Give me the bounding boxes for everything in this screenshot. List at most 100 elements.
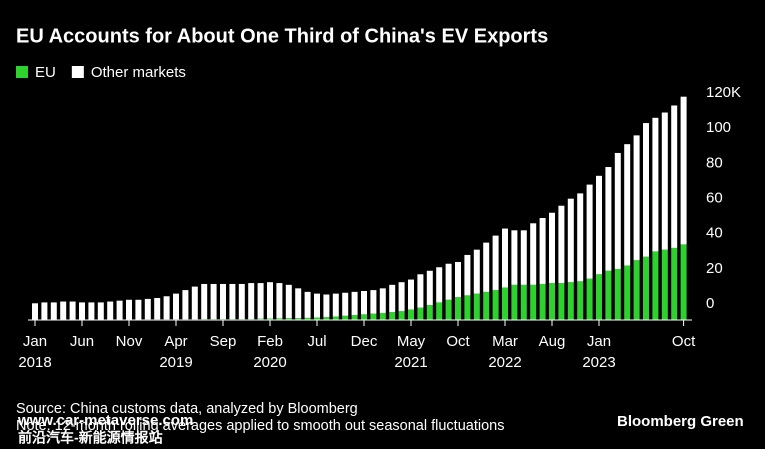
legend-swatch: [71, 66, 84, 78]
bar-segment: [633, 260, 640, 320]
bar-segment: [88, 302, 95, 320]
x-tick-label: May 2021: [394, 333, 427, 371]
bar-segment: [473, 293, 480, 320]
bar-segment: [379, 288, 386, 313]
bar-segment: [511, 284, 518, 320]
y-tick-label: 20: [706, 260, 723, 277]
bar-segment: [257, 283, 264, 319]
bar-segment: [370, 313, 377, 320]
bar-segment: [408, 279, 414, 310]
bar-segment: [191, 286, 198, 320]
bar-segment: [549, 212, 555, 284]
bar-segment: [483, 242, 490, 292]
bar-segment: [163, 296, 170, 320]
bar-segment: [567, 198, 574, 283]
brand: Bloomberg Green: [617, 413, 744, 430]
chart-title: EU Accounts for About One Third of China…: [16, 25, 548, 47]
bar-segment: [351, 291, 358, 316]
bar-segment: [60, 301, 67, 320]
x-tick-label: Dec: [351, 333, 378, 350]
bar-segment: [624, 265, 631, 320]
bar-segment: [577, 281, 584, 320]
bar-segment: [539, 283, 546, 320]
bar-segment: [586, 184, 593, 279]
bar-segment: [624, 144, 631, 266]
bar-segment: [116, 300, 123, 320]
bar-segment: [182, 290, 189, 320]
legend-swatch: [16, 66, 28, 78]
x-tick-label: Mar 2022: [488, 333, 521, 371]
x-tick-label: Feb 2020: [253, 333, 286, 371]
bar-segment: [69, 301, 76, 320]
bar-segment: [445, 299, 452, 320]
bar-segment: [285, 318, 292, 320]
bar-segment: [661, 112, 668, 250]
bar-segment: [314, 293, 320, 318]
x-tick-label: Oct: [672, 333, 696, 350]
bar-segment: [398, 282, 405, 312]
bar-segment: [661, 249, 668, 320]
bar-segment: [79, 302, 85, 320]
bar-segment: [361, 314, 367, 320]
bar-segment: [173, 293, 179, 320]
source: Source: China customs data, analyzed by …: [16, 401, 358, 417]
bar-segment: [567, 282, 574, 320]
bar-segment: [426, 270, 433, 306]
bar-segment: [417, 274, 424, 308]
bar-segment: [633, 135, 640, 261]
y-tick-label: 120K: [706, 84, 741, 101]
bar-segment: [530, 284, 537, 320]
bar-segment: [304, 317, 311, 320]
bar-segment: [596, 175, 602, 275]
bar-segment: [549, 283, 555, 320]
x-tick-label: Jan 2023: [582, 333, 615, 371]
bar-segment: [220, 283, 226, 320]
bar-segment: [614, 269, 621, 320]
bar-segment: [464, 254, 471, 296]
y-tick-label: 80: [706, 154, 723, 171]
bar-segment: [445, 263, 452, 300]
bar-segment: [511, 230, 518, 285]
bar-segment: [671, 247, 678, 320]
x-tick-label: Oct: [446, 333, 470, 350]
x-tick-label: Jun: [70, 333, 94, 350]
bar-segment: [483, 291, 490, 320]
bar-segment: [492, 290, 499, 320]
bar-segment: [389, 312, 396, 320]
bar-segment: [229, 283, 236, 320]
bar-segment: [332, 316, 339, 320]
bar-segment: [389, 284, 396, 313]
bar-segment: [135, 299, 142, 320]
bar-segment: [680, 244, 687, 320]
bar-segment: [577, 193, 584, 282]
bar-segment: [671, 105, 678, 248]
bar-segment: [436, 302, 443, 320]
bar-segment: [342, 292, 349, 316]
bar-segment: [436, 267, 443, 303]
bar-segment: [379, 312, 386, 320]
legend-label: EU: [35, 64, 56, 81]
bar-segment: [41, 302, 48, 320]
bar-segment: [276, 283, 283, 319]
bar-segment: [276, 318, 283, 320]
bar-segment: [455, 261, 461, 298]
bar-segment: [144, 298, 151, 320]
bar-segment: [492, 235, 499, 291]
bar-segment: [361, 290, 367, 315]
y-tick-label: 60: [706, 189, 723, 206]
bar-segment: [464, 295, 471, 320]
bar-segment: [408, 309, 414, 320]
bar-segment: [201, 283, 208, 320]
x-tick-label: Sep: [210, 333, 237, 350]
watermark: www.car-metaverse.com: [17, 412, 193, 429]
bar-segment: [267, 282, 273, 319]
bar-segment: [539, 218, 546, 284]
bar-segment: [295, 288, 302, 319]
legend-label: Other markets: [91, 64, 186, 81]
x-tick-label: Apr 2019: [159, 333, 192, 371]
bar-segment: [267, 318, 273, 320]
bar-segment: [370, 290, 377, 314]
bar-segment: [652, 117, 659, 252]
y-tick-label: 0: [706, 295, 714, 312]
